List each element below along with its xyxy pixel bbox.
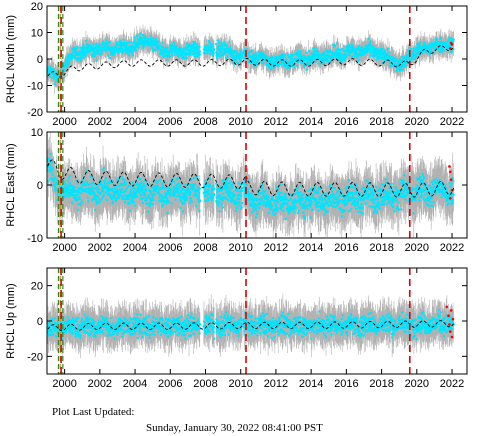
x-tick-label: 2018 [369,378,393,388]
y-axis-label: RHCL Up (mm) [5,283,17,358]
last-updated-value: Sunday, January 30, 2022 08:41:00 PST [146,422,323,434]
outlier-point [448,196,452,200]
x-tick-label: 2018 [369,116,393,128]
x-tick-label: 2018 [369,242,393,254]
plot-area [47,132,455,238]
plot-area [47,24,455,95]
x-tick-label: 2006 [158,378,182,388]
y-tick-label: -20 [27,107,43,119]
outlier-point [448,47,452,50]
y-tick-label: 10 [31,28,43,40]
x-tick-label: 2004 [123,116,147,128]
x-tick-label: 2014 [299,378,323,388]
x-tick-label: 2002 [88,378,112,388]
x-tick-label: 2020 [405,242,429,254]
x-tick-label: 2020 [405,116,429,128]
panel-2: -10 0 10 2000 2002 2004 2006 2008 2010 2012 2014 20… [5,127,468,254]
x-tick-label: 2006 [158,242,182,254]
x-tick-label: 2004 [123,242,147,254]
x-tick-label: 2000 [52,242,76,254]
x-tick-label: 2004 [123,378,147,388]
x-tick-label: 2000 [52,378,76,388]
x-tick-label: 2014 [299,242,323,254]
y-tick-label: 10 [31,127,43,139]
x-tick-label: 2020 [405,378,429,388]
x-tick-label: 2010 [228,242,252,254]
panel-1: -20 -10 0 10 20 2000 2002 2004 2006 2008 2010 2012 2… [5,1,468,128]
y-axis-label: RHCL East (mm) [5,143,17,226]
data-points [47,308,455,341]
y-tick-label: -20 [27,351,43,363]
outlier-point [449,178,453,181]
y-tick-label: 20 [31,281,43,293]
x-tick-label: 2000 [52,116,76,128]
x-tick-label: 2022 [440,378,464,388]
y-tick-label: 0 [37,54,43,66]
x-tick-label: 2014 [299,116,323,128]
x-tick-label: 2012 [264,378,288,388]
model-line [47,159,455,198]
outlier-point [451,317,455,321]
outlier-point [448,165,451,168]
model-line [47,320,454,332]
x-tick-label: 2008 [193,242,217,254]
model-line [47,45,454,78]
y-tick-label: 0 [37,316,43,328]
outlier-point [450,335,454,339]
outlier-point [445,305,449,309]
footer: Plot Last Updated: Sunday, January 30, 2… [0,388,481,434]
x-tick-label: 2008 [193,378,217,388]
x-tick-label: 2010 [228,116,252,128]
plot-area [47,293,455,360]
x-tick-label: 2022 [440,242,464,254]
outlier-point [448,323,451,326]
outlier-point [450,43,454,46]
x-tick-label: 2012 [264,242,288,254]
y-tick-label: 20 [31,1,43,13]
x-tick-label: 2016 [334,116,358,128]
x-tick-label: 2010 [228,378,252,388]
x-tick-label: 2002 [88,242,112,254]
x-tick-label: 2002 [88,116,112,128]
y-axis-label: RHCL North (mm) [5,15,17,103]
outlier-point [449,309,453,312]
x-tick-label: 2016 [334,242,358,254]
y-tick-label: 0 [37,180,43,192]
outlier-point [448,330,452,333]
panel-3: -20 0 20 2000 2002 2004 2006 2008 2010 2012 2014 20… [5,267,468,388]
x-tick-label: 2016 [334,378,358,388]
x-tick-label: 2006 [158,116,182,128]
x-tick-label: 2012 [264,116,288,128]
outlier-point [447,314,450,318]
outlier-point [448,170,452,174]
last-updated-label: Plot Last Updated: [52,406,135,418]
y-tick-label: -10 [27,233,43,245]
x-tick-label: 2008 [193,116,217,128]
x-tick-label: 2022 [440,116,464,128]
y-tick-label: -10 [27,81,43,93]
